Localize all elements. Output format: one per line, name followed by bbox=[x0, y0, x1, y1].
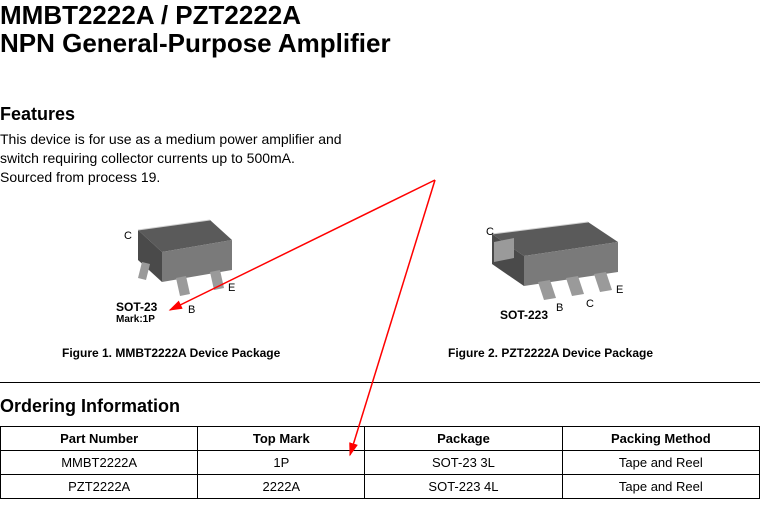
ordering-table: Part Number Top Mark Package Packing Met… bbox=[0, 426, 760, 499]
package1-mark: Mark:1P bbox=[116, 314, 157, 325]
cell: 2222A bbox=[198, 475, 365, 499]
table-row: MMBT2222A 1P SOT-23 3L Tape and Reel bbox=[1, 451, 760, 475]
pin-c-1: C bbox=[124, 230, 132, 242]
sot223-icon bbox=[470, 212, 640, 312]
package1-caption: Figure 1. MMBT2222A Device Package bbox=[62, 346, 280, 360]
cell: 1P bbox=[198, 451, 365, 475]
cell: MMBT2222A bbox=[1, 451, 198, 475]
cell: Tape and Reel bbox=[562, 475, 759, 499]
title-line2: NPN General-Purpose Amplifier bbox=[0, 28, 391, 59]
package1-block: C E B SOT-23 Mark:1P bbox=[110, 212, 310, 317]
pin-c-2: C bbox=[486, 226, 494, 238]
package2-block: C E B C SOT-223 bbox=[470, 212, 670, 317]
datasheet-page: MMBT2222A / PZT2222A NPN General-Purpose… bbox=[0, 0, 760, 523]
features-body: This device is for use as a medium power… bbox=[0, 130, 360, 187]
package2-label: SOT-223 bbox=[500, 308, 548, 322]
pin-c-2b: C bbox=[586, 298, 594, 310]
section-rule bbox=[0, 382, 760, 383]
cell: PZT2222A bbox=[1, 475, 198, 499]
pin-b-2: B bbox=[556, 302, 563, 314]
cell: Tape and Reel bbox=[562, 451, 759, 475]
col-package: Package bbox=[365, 427, 562, 451]
table-header-row: Part Number Top Mark Package Packing Met… bbox=[1, 427, 760, 451]
col-top-mark: Top Mark bbox=[198, 427, 365, 451]
col-part-number: Part Number bbox=[1, 427, 198, 451]
pin-e-2: E bbox=[616, 284, 623, 296]
title-line1: MMBT2222A / PZT2222A bbox=[0, 0, 301, 31]
sot23-icon bbox=[110, 212, 250, 312]
cell: SOT-223 4L bbox=[365, 475, 562, 499]
package2-caption: Figure 2. PZT2222A Device Package bbox=[448, 346, 653, 360]
pin-b-1: B bbox=[188, 304, 195, 316]
pin-e-1: E bbox=[228, 282, 235, 294]
package1-label: SOT-23 bbox=[116, 300, 157, 314]
cell: SOT-23 3L bbox=[365, 451, 562, 475]
features-heading: Features bbox=[0, 104, 75, 125]
ordering-heading: Ordering Information bbox=[0, 396, 180, 417]
table-row: PZT2222A 2222A SOT-223 4L Tape and Reel bbox=[1, 475, 760, 499]
col-packing-method: Packing Method bbox=[562, 427, 759, 451]
